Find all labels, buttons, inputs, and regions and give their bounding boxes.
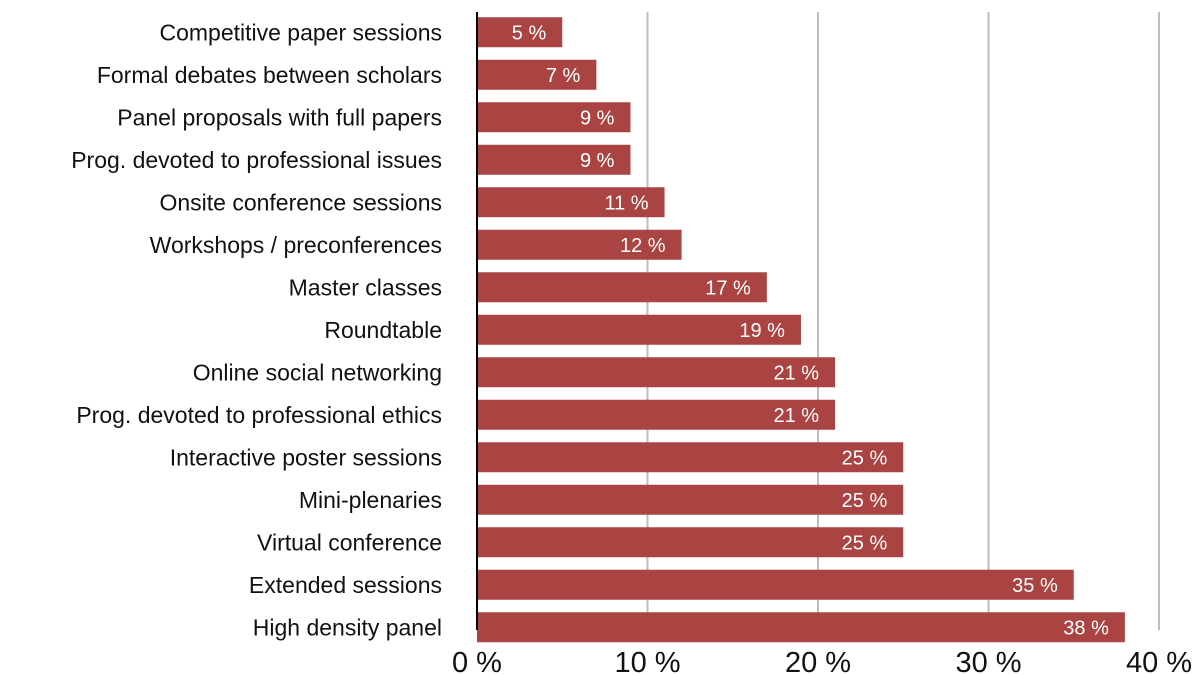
data-label-8: 19 % <box>739 320 785 342</box>
data-label-1: 5 % <box>512 22 547 44</box>
category-label-9: Online social networking <box>193 359 442 385</box>
data-label-9: 21 % <box>773 362 819 384</box>
bar-14 <box>477 569 1074 600</box>
category-label-13: Virtual conference <box>257 529 442 555</box>
bar-1 <box>477 17 563 48</box>
bar-3 <box>477 102 631 133</box>
bar-15 <box>477 612 1125 643</box>
bars: 5 % 7 % 9 % 9 % 11 % 12 % 17 % 19 % 21 % 21 % 25 %… <box>477 17 1125 643</box>
bar-12 <box>477 484 904 515</box>
bar-11 <box>477 442 904 473</box>
category-label-1: Competitive paper sessions <box>159 19 442 45</box>
x-tick-label-0: 0 % <box>452 647 502 675</box>
data-label-7: 17 % <box>705 277 751 299</box>
x-tick-label-30: 30 % <box>955 647 1021 675</box>
data-label-2: 7 % <box>546 65 581 87</box>
category-labels: Competitive paper sessions Formal debates… <box>71 19 442 640</box>
bar-2 <box>477 59 597 90</box>
bar-9 <box>477 357 836 388</box>
bar-5 <box>477 187 665 218</box>
category-label-3: Panel proposals with full papers <box>117 104 442 130</box>
data-label-15: 38 % <box>1063 617 1109 639</box>
category-label-8: Roundtable <box>324 317 442 343</box>
bar-4 <box>477 144 631 175</box>
data-label-6: 12 % <box>620 235 666 257</box>
category-label-12: Mini-plenaries <box>299 487 442 513</box>
x-tick-labels: 0 % 10 % 20 % 30 % 40 % <box>452 647 1192 675</box>
data-label-3: 9 % <box>580 107 615 129</box>
category-label-6: Workshops / preconferences <box>150 232 442 258</box>
x-tick-label-40: 40 % <box>1126 647 1192 675</box>
data-label-13: 25 % <box>842 532 888 554</box>
x-tick-label-10: 10 % <box>614 647 680 675</box>
category-label-5: Onsite conference sessions <box>159 189 442 215</box>
category-label-4: Prog. devoted to professional issues <box>71 147 442 173</box>
bar-7 <box>477 272 767 303</box>
data-label-11: 25 % <box>842 447 888 469</box>
data-label-5: 11 % <box>604 192 648 214</box>
bar-13 <box>477 527 904 558</box>
category-label-2: Formal debates between scholars <box>97 62 442 88</box>
data-label-10: 21 % <box>773 405 819 427</box>
bar-8 <box>477 314 801 345</box>
bar-6 <box>477 229 682 260</box>
data-label-14: 35 % <box>1012 575 1058 597</box>
category-label-10: Prog. devoted to professional ethics <box>76 402 442 428</box>
category-label-15: High density panel <box>253 614 442 640</box>
category-label-11: Interactive poster sessions <box>170 444 442 470</box>
data-label-4: 9 % <box>580 150 615 172</box>
x-tick-label-20: 20 % <box>785 647 851 675</box>
bar-10 <box>477 399 836 430</box>
category-label-7: Master classes <box>289 274 442 300</box>
category-label-14: Extended sessions <box>249 572 442 598</box>
data-label-12: 25 % <box>842 490 888 512</box>
